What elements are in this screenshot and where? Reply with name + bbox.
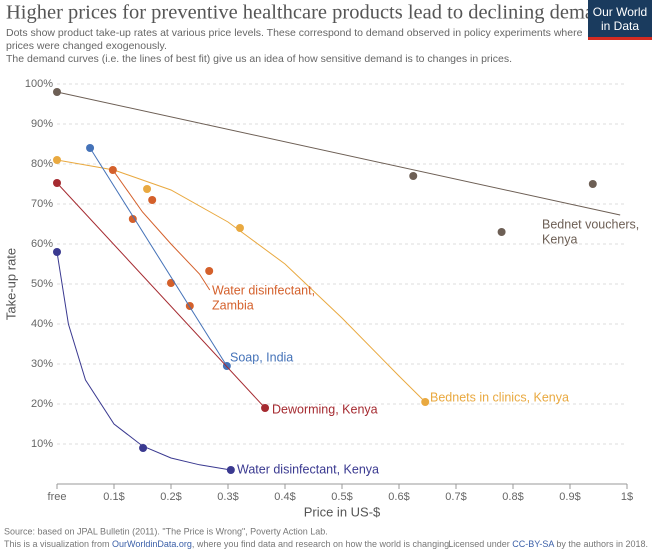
fit-line	[56, 91, 621, 216]
fit-line	[112, 169, 211, 291]
y-tick-label: 70%	[31, 198, 53, 210]
y-tick-label: 40%	[31, 318, 53, 330]
point	[128, 215, 137, 223]
series-label: Soap, India	[230, 350, 293, 364]
logo-bar	[588, 37, 652, 40]
point	[148, 196, 157, 204]
series-label: Deworming, Kenya	[272, 402, 378, 416]
point	[226, 466, 235, 474]
x-tick-label: 0.8$	[502, 491, 523, 503]
y-tick-label: 100%	[25, 78, 53, 90]
x-tick-label: 0.1$	[103, 491, 124, 503]
fit-line	[56, 182, 266, 409]
source: Source: based on JPAL Bulletin (2011). "…	[4, 526, 328, 536]
series-label: Water disinfectant, Kenya	[237, 462, 379, 476]
point	[421, 398, 430, 406]
x-tick-label: 0.9$	[559, 491, 580, 503]
point	[53, 179, 61, 187]
x-tick-label: 0.2$	[160, 491, 181, 503]
point	[53, 156, 61, 164]
x-tick-label: 0.4$	[274, 491, 295, 503]
y-tick-label: 80%	[31, 158, 53, 170]
x-tick-label: 0.6$	[388, 491, 409, 503]
subtitle: prices were changed exogenously.	[6, 40, 167, 52]
point	[205, 267, 214, 275]
logo-text: in Data	[601, 19, 639, 33]
point	[588, 180, 597, 188]
point	[409, 172, 418, 180]
point	[139, 444, 148, 452]
point	[235, 224, 244, 232]
subtitle: Dots show product take-up rates at vario…	[6, 27, 583, 39]
point	[53, 88, 61, 96]
series-label: Water disinfectant,	[212, 283, 315, 297]
point	[167, 279, 175, 287]
y-tick-label: 90%	[31, 118, 53, 130]
x-axis-title: Price in US-$	[304, 504, 381, 519]
license: Licensed under CC-BY-SA by the authors i…	[448, 539, 648, 549]
fit-line	[56, 159, 426, 403]
logo-text: Our World	[593, 5, 647, 19]
x-tick-label: 0.7$	[445, 491, 466, 503]
point	[143, 185, 152, 193]
point	[86, 144, 95, 152]
series-label: Zambia	[212, 298, 254, 312]
subtitle: The demand curves (i.e. the lines of bes…	[6, 53, 512, 65]
point	[497, 228, 506, 236]
y-axis-title: Take-up rate	[3, 248, 18, 320]
fit-line	[89, 147, 228, 367]
point	[261, 404, 270, 412]
point	[108, 166, 117, 174]
x-tick-label: 0.5$	[331, 491, 352, 503]
y-tick-label: 10%	[31, 438, 53, 450]
fit-line	[56, 251, 231, 471]
footer-note: This is a visualization from OurWorldinD…	[4, 539, 452, 549]
logo-box	[588, 0, 652, 40]
y-tick-label: 20%	[31, 398, 53, 410]
x-tick-label: free	[48, 491, 67, 503]
y-tick-label: 60%	[31, 238, 53, 250]
x-tick-label: 0.3$	[217, 491, 238, 503]
point	[53, 248, 61, 256]
y-tick-label: 50%	[31, 278, 53, 290]
chart-title: Higher prices for preventive healthcare …	[6, 2, 615, 24]
x-tick-label: 1$	[621, 491, 633, 503]
series-label: Bednets in clinics, Kenya	[430, 390, 569, 404]
series-label: Bednet vouchers,	[542, 217, 639, 231]
y-tick-label: 30%	[31, 358, 53, 370]
series-label: Kenya	[542, 232, 577, 246]
